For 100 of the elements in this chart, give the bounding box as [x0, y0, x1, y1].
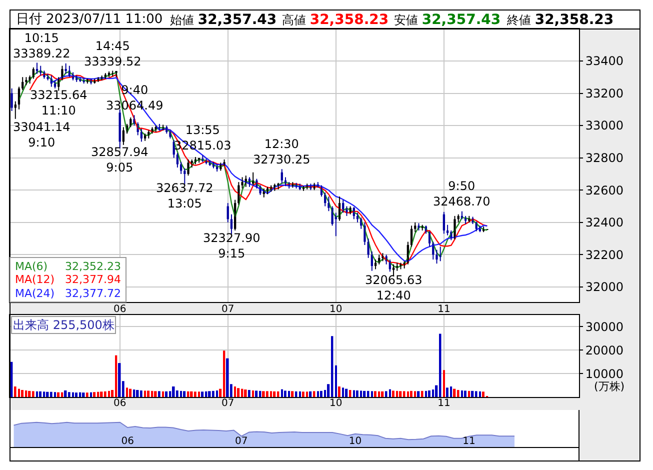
text: MA(6) 32,352.23	[15, 260, 121, 273]
bar	[457, 390, 460, 397]
y-tick-label: 20000	[585, 343, 624, 358]
bar	[133, 390, 136, 397]
bar	[392, 390, 394, 397]
bar	[363, 390, 366, 397]
annotation: 32637.72 13:05	[156, 181, 214, 211]
bar	[288, 390, 290, 397]
chart-subtitle: 始値 32,357.43 高値 32,358.23 安値 32,357.43 終値 32,358.23	[170, 12, 614, 28]
bar	[61, 392, 64, 397]
bar	[482, 392, 484, 397]
x-tick-label: 10	[330, 398, 342, 409]
bar	[381, 391, 384, 397]
bar	[385, 391, 388, 397]
bar	[104, 391, 106, 397]
bar	[162, 391, 164, 397]
bar	[57, 392, 60, 397]
bar	[158, 391, 160, 397]
bar	[479, 391, 481, 397]
bar	[338, 386, 340, 397]
bar	[100, 392, 103, 397]
bar	[86, 392, 88, 397]
bar	[43, 392, 46, 397]
y-tick-label: 32200	[585, 248, 624, 262]
bar	[223, 350, 226, 397]
y-tick-label: 32600	[585, 183, 624, 198]
annotation: 32857.94 9:05	[91, 145, 148, 175]
bar	[108, 390, 110, 397]
bar	[118, 363, 121, 397]
bar	[428, 390, 430, 397]
annotation: 12:30 32730.25	[253, 137, 310, 167]
bar	[313, 391, 316, 397]
bar	[64, 390, 67, 397]
bar	[205, 391, 208, 397]
bar	[126, 388, 128, 397]
bar	[25, 390, 28, 397]
chart-title: 出来高 255,500株	[13, 318, 114, 332]
bar	[97, 392, 100, 397]
annotation: 10:15 33389.22	[13, 31, 70, 61]
bar	[421, 390, 424, 397]
bar	[417, 391, 420, 397]
bar	[151, 390, 154, 397]
bar	[335, 365, 337, 397]
bar	[234, 386, 236, 397]
bar	[144, 390, 146, 397]
bar	[32, 391, 34, 397]
bar	[443, 370, 445, 397]
x-tick-label: 07	[222, 304, 234, 315]
bar	[450, 386, 452, 397]
bar	[147, 390, 150, 397]
bar	[403, 391, 406, 397]
y-axis-title: (万株)	[594, 380, 625, 393]
bar	[82, 392, 85, 397]
bar	[284, 390, 286, 397]
bar	[208, 391, 211, 397]
bar	[299, 391, 301, 397]
x-tick-label: 06	[113, 304, 126, 315]
bar	[464, 390, 466, 397]
text: MA(24) 32,377.72	[15, 287, 121, 300]
bar	[14, 386, 16, 397]
bar	[396, 390, 398, 397]
bar	[317, 391, 319, 397]
x-tick-label: 10	[330, 304, 342, 315]
bar	[75, 392, 78, 397]
bar	[342, 388, 344, 397]
bar	[259, 390, 262, 397]
chart-title: 日付 2023/07/11 11:00	[16, 12, 163, 27]
bar	[371, 391, 373, 397]
y-tick-label: 10000	[585, 366, 624, 381]
bar	[154, 391, 157, 397]
bar	[176, 390, 178, 397]
annotation: 33215.64 11:10	[30, 88, 88, 118]
bar	[461, 390, 463, 397]
bar	[360, 390, 362, 397]
y-tick-label: 33400	[585, 54, 624, 68]
bar	[320, 390, 322, 397]
bar	[140, 390, 142, 397]
y-tick-label: 32800	[585, 151, 624, 166]
bar	[136, 390, 139, 397]
bar	[262, 391, 265, 397]
bar	[190, 391, 193, 397]
bar	[399, 391, 402, 397]
bar	[281, 389, 283, 397]
x-tick-label: 06	[121, 436, 134, 447]
bar	[374, 391, 376, 397]
bar	[309, 391, 312, 397]
bar	[349, 390, 352, 397]
bar	[68, 392, 70, 397]
x-tick-label: 07	[222, 398, 234, 409]
bar	[237, 388, 240, 397]
bar	[410, 390, 412, 397]
bar	[425, 390, 427, 397]
bar	[180, 390, 182, 397]
bar	[407, 391, 409, 397]
bar	[389, 389, 391, 397]
annotation: 14:45 33339.52	[84, 39, 142, 69]
bar	[21, 390, 24, 397]
annotation: 32065.63 12:40	[365, 273, 422, 303]
annotation: 33041.14 9:10	[13, 120, 70, 150]
bar	[54, 392, 56, 397]
